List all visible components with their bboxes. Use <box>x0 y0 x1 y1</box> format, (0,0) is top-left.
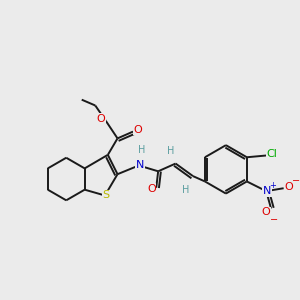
Text: N: N <box>136 160 144 170</box>
Text: O: O <box>284 182 293 192</box>
Text: Cl: Cl <box>267 149 278 159</box>
Text: −: − <box>292 176 300 187</box>
Text: O: O <box>262 207 271 218</box>
Text: +: + <box>270 181 276 190</box>
Text: −: − <box>270 215 278 225</box>
Text: O: O <box>97 114 105 124</box>
Text: S: S <box>102 190 110 200</box>
Text: H: H <box>182 185 189 195</box>
Text: O: O <box>147 184 156 194</box>
Text: H: H <box>138 145 146 155</box>
Text: H: H <box>167 146 174 156</box>
Text: N: N <box>263 186 272 196</box>
Text: O: O <box>134 125 142 135</box>
